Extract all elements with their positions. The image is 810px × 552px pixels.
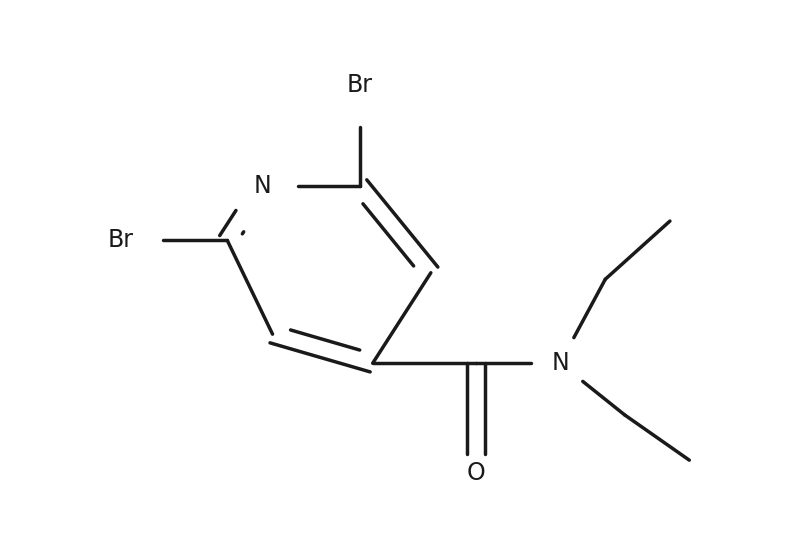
Text: N: N — [254, 173, 271, 198]
Text: N: N — [551, 351, 569, 375]
Text: Br: Br — [108, 229, 134, 252]
Text: O: O — [467, 461, 485, 485]
Text: Br: Br — [347, 73, 373, 97]
